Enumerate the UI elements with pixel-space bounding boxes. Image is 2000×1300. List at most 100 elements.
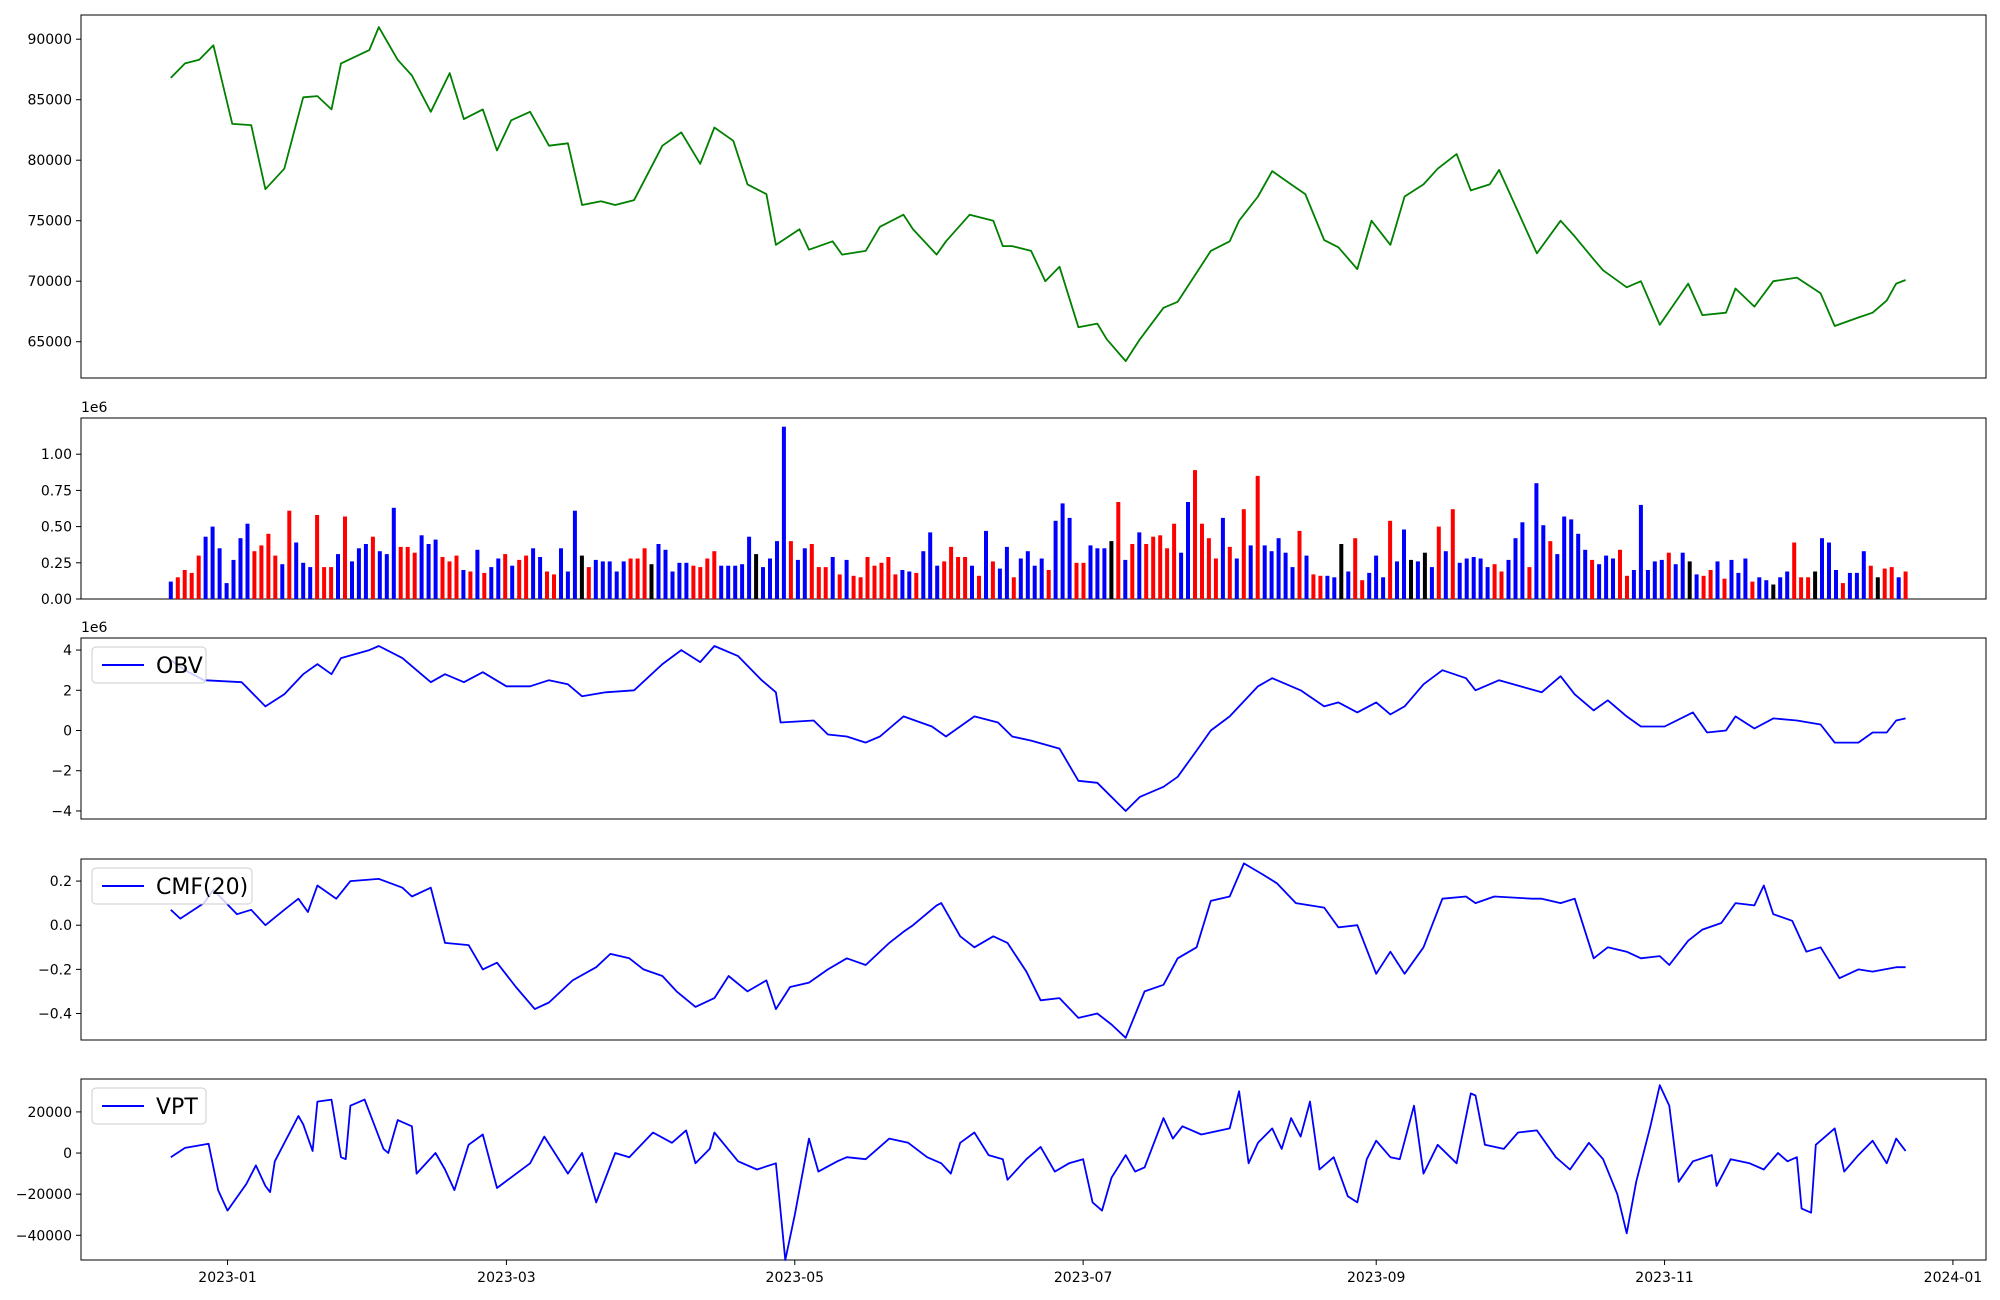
axes-frame xyxy=(80,14,1987,379)
price-panel: 65000 70000 75000 80000 85000 90000 xyxy=(27,14,1987,379)
volume-bar xyxy=(733,565,738,599)
volume-bar xyxy=(1631,570,1636,599)
volume-bar xyxy=(1325,575,1330,599)
volume-bar xyxy=(663,549,668,599)
volume-bar xyxy=(426,544,431,599)
volume-bar xyxy=(1806,577,1811,599)
volume-bar xyxy=(517,559,522,599)
volume-bar xyxy=(816,567,821,599)
volume-bar xyxy=(1889,567,1894,599)
volume-bar xyxy=(468,571,473,599)
y-tick-label: 2 xyxy=(63,683,72,699)
volume-bar xyxy=(1854,572,1859,599)
volume-bar xyxy=(1562,516,1567,599)
y-tick-label: 1.00 xyxy=(41,447,72,463)
volume-bar xyxy=(1360,580,1365,599)
volume-bar xyxy=(1158,535,1163,599)
volume-bar xyxy=(287,510,292,599)
y-tick-label: 90000 xyxy=(27,32,72,48)
volume-bar xyxy=(1151,536,1156,599)
y-tick-label: −0.2 xyxy=(38,962,72,978)
volume-bar xyxy=(921,551,926,599)
volume-bar xyxy=(963,557,968,599)
volume-bar xyxy=(1847,572,1852,599)
volume-bar xyxy=(914,572,919,599)
volume-bar xyxy=(949,546,954,599)
x-tick-label: 2023-07 xyxy=(1054,1270,1113,1286)
volume-bar xyxy=(565,571,570,599)
volume-bar xyxy=(503,554,508,599)
volume-bar xyxy=(586,567,591,599)
volume-bar xyxy=(1436,526,1441,599)
x-tick-label: 2023-03 xyxy=(477,1270,536,1286)
series-line xyxy=(170,862,1906,1039)
volume-bar xyxy=(1067,517,1072,599)
volume-bar xyxy=(1200,523,1204,599)
volume-bar xyxy=(196,555,201,599)
volume-bar xyxy=(189,572,194,599)
volume-bar xyxy=(1213,558,1218,599)
volume-bar xyxy=(1861,551,1866,599)
volume-bar xyxy=(1813,571,1818,599)
vpt-panel: −40000 −20000 0 20000 VPT 2023-01 2023-03 2023-… xyxy=(16,1078,1987,1286)
volume-bar xyxy=(1402,529,1406,599)
volume-bar xyxy=(935,565,940,599)
volume-bar xyxy=(1123,559,1128,599)
volume-bar xyxy=(747,536,752,599)
y-tick-label: 70000 xyxy=(27,274,72,290)
volume-bar xyxy=(1443,551,1448,599)
volume-bar xyxy=(1680,552,1685,599)
volume-bar xyxy=(712,551,717,599)
volume-bar xyxy=(1018,558,1023,599)
volume-bar xyxy=(907,571,912,599)
volume-bar xyxy=(482,572,487,599)
volume-bar xyxy=(1353,538,1358,599)
volume-bar xyxy=(600,561,605,599)
obv-panel: −4 −2 0 2 4 1e6 OBV xyxy=(51,620,1987,820)
volume-bar xyxy=(1332,577,1337,599)
volume-bar xyxy=(1764,580,1769,599)
volume-bar xyxy=(538,557,543,599)
volume-bar xyxy=(315,515,320,599)
y-tick-label: −20000 xyxy=(16,1187,72,1203)
volume-bar xyxy=(1506,559,1511,599)
volume-bar xyxy=(1102,548,1107,599)
volume-bar xyxy=(1255,475,1260,599)
volume-bar xyxy=(1652,561,1657,599)
volume-bar xyxy=(1381,577,1386,599)
volume-bar xyxy=(1457,562,1462,599)
volume-bar xyxy=(900,570,905,599)
volume-bar xyxy=(984,530,988,599)
volume-bar xyxy=(1792,542,1797,599)
volume-bar xyxy=(1673,564,1678,599)
volume-bar xyxy=(1172,523,1177,599)
y-tick-label: 20000 xyxy=(27,1105,72,1121)
volume-bar xyxy=(398,546,403,599)
volume-bar xyxy=(280,564,285,599)
volume-bar xyxy=(1771,584,1776,599)
volume-bar xyxy=(384,554,389,599)
volume-bar xyxy=(809,544,814,599)
volume-bar xyxy=(1060,503,1065,599)
volume-bar xyxy=(356,548,361,599)
volume-bar xyxy=(1840,583,1845,599)
volume-bar xyxy=(1318,575,1323,599)
legend-label: CMF(20) xyxy=(156,875,248,900)
volume-bar xyxy=(872,565,877,599)
legend-box xyxy=(91,1087,207,1125)
volume-bar xyxy=(531,548,536,599)
volume-bar xyxy=(1499,571,1504,599)
volume-bar xyxy=(579,555,584,599)
volume-bar xyxy=(496,558,501,599)
volume-bar xyxy=(1896,577,1901,599)
volume-bar xyxy=(698,567,703,599)
volume-bar xyxy=(1339,544,1344,599)
volume-bar xyxy=(1304,555,1309,599)
volume-bar xyxy=(788,541,793,599)
volume-bar xyxy=(677,562,682,599)
volume-bar xyxy=(266,533,271,599)
volume-bar xyxy=(1025,551,1030,599)
volume-bar xyxy=(433,539,438,599)
y-tick-label: 0 xyxy=(63,1146,72,1162)
volume-bar xyxy=(1618,549,1622,599)
